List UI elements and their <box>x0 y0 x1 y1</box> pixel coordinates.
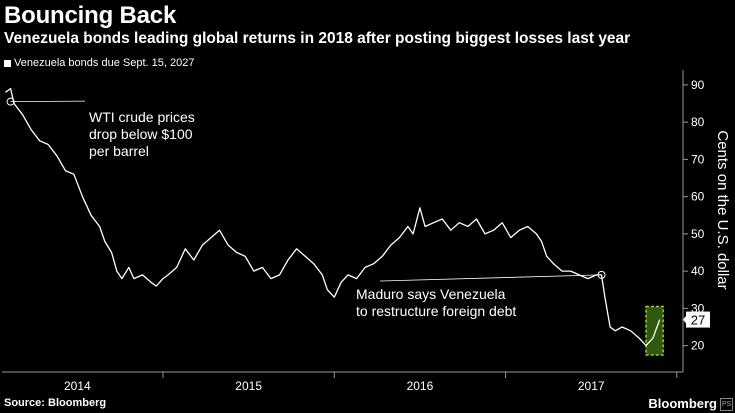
legend-label: Venezuela bonds due Sept. 15, 2027 <box>14 57 195 69</box>
x-tick-label: 2014 <box>64 379 91 393</box>
x-tick-label: 2015 <box>235 379 262 393</box>
annotation-leader <box>10 100 86 103</box>
annotation-leader <box>379 274 602 282</box>
annotation-maduro-text: to restructure foreign debt <box>356 303 516 319</box>
annotation-wti-text: drop below $100 <box>89 126 193 142</box>
y-tick-label: 80 <box>691 115 705 129</box>
annotation-wti-text: WTI crude prices <box>89 109 195 125</box>
current-value-tag <box>686 311 710 328</box>
legend-swatch <box>4 59 11 67</box>
brand-badge: PS <box>720 398 733 411</box>
y-tick-label: 70 <box>691 152 705 166</box>
chart-subtitle: Venezuela bonds leading global returns i… <box>4 30 631 47</box>
y-tick-label: 50 <box>691 227 705 241</box>
current-value-pointer <box>683 314 687 325</box>
annotation-wti-text: per barrel <box>89 143 149 159</box>
y-tick-label: 90 <box>691 78 705 92</box>
annotation-maduro-text: Maduro says Venezuela <box>356 286 506 302</box>
legend: Venezuela bonds due Sept. 15, 2027 <box>4 57 194 69</box>
brand-logo: Bloomberg <box>648 396 717 411</box>
y-axis-title: Cents on the U.S. dollar <box>714 130 731 289</box>
x-tick-label: 2017 <box>578 379 605 393</box>
chart-title: Bouncing Back <box>4 2 177 29</box>
series-line <box>5 87 661 347</box>
current-value-label: 27 <box>691 313 705 328</box>
y-tick-label: 40 <box>691 264 705 278</box>
highlight-box <box>645 305 664 356</box>
source-note: Source: Bloomberg <box>4 397 107 409</box>
x-tick-label: 2016 <box>407 379 434 393</box>
y-tick-label: 20 <box>691 339 705 353</box>
y-tick-label: 60 <box>691 190 705 204</box>
